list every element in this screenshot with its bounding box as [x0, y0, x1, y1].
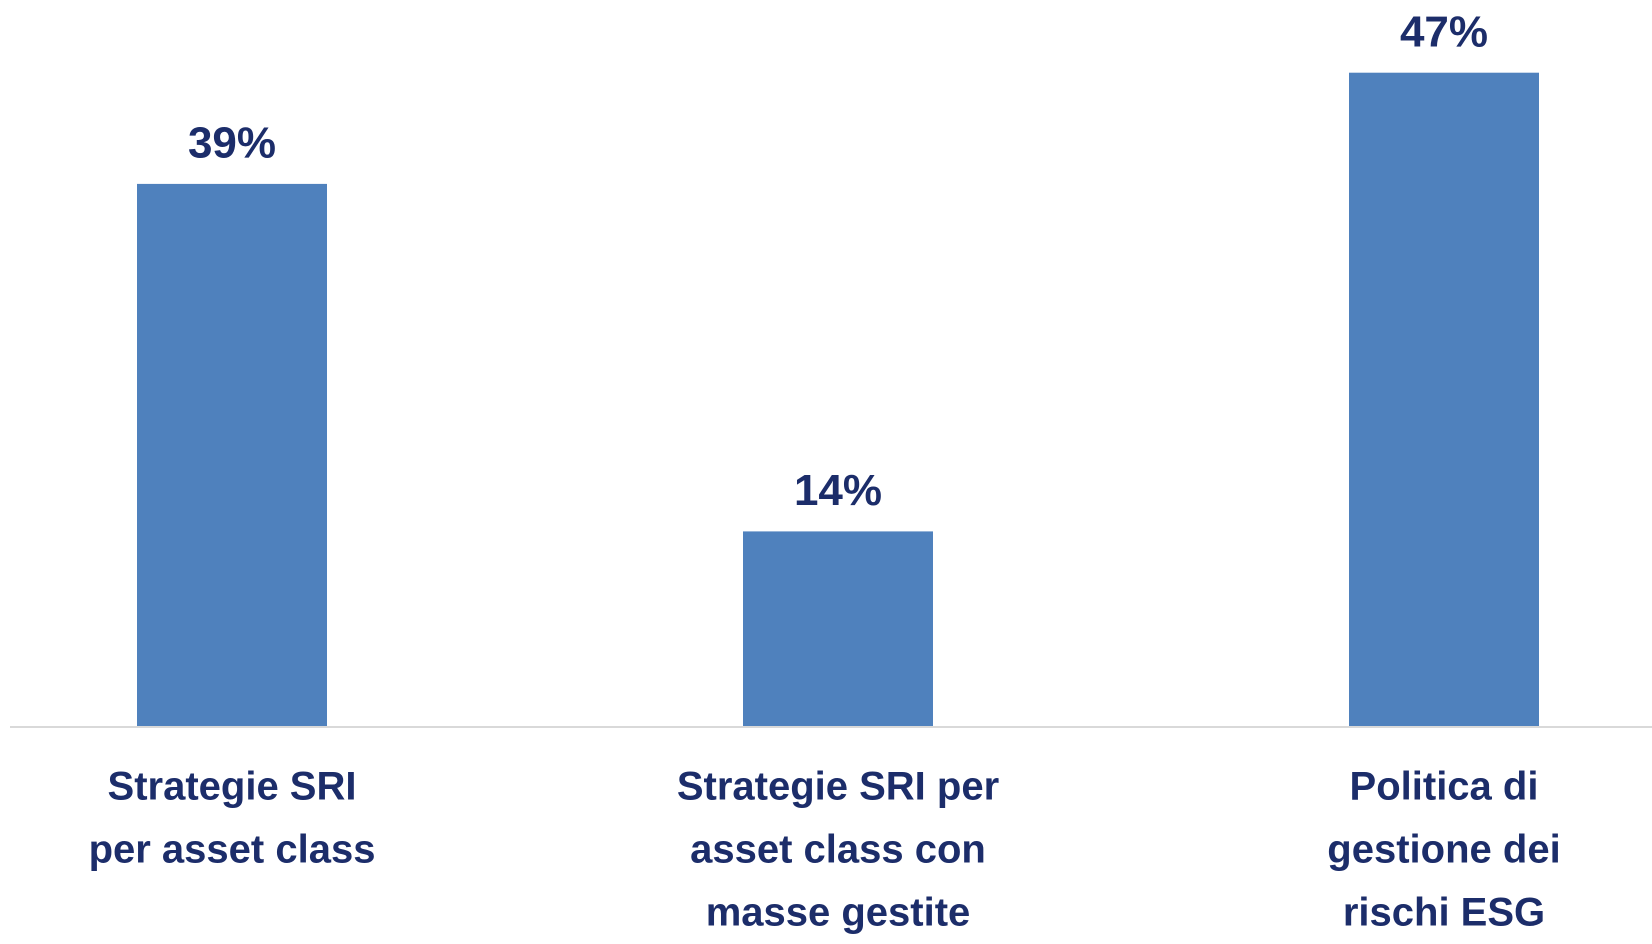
x-tick-label: Strategie SRI per [677, 765, 999, 809]
bar [1349, 72, 1539, 726]
x-tick-label: per asset class [89, 828, 376, 872]
x-tick-label: Strategie SRI [108, 765, 357, 809]
bar [743, 531, 933, 726]
x-tick-label: gestione dei [1327, 828, 1560, 872]
value-label: 39% [188, 119, 276, 168]
x-tick-label: rischi ESG [1343, 891, 1545, 935]
x-tick-label: asset class con [690, 828, 986, 872]
x-tick-label: Politica di [1350, 765, 1539, 809]
value-label: 14% [794, 466, 882, 515]
bar [137, 183, 327, 726]
x-tick-label: masse gestite [706, 891, 971, 935]
value-label: 47% [1400, 7, 1488, 56]
